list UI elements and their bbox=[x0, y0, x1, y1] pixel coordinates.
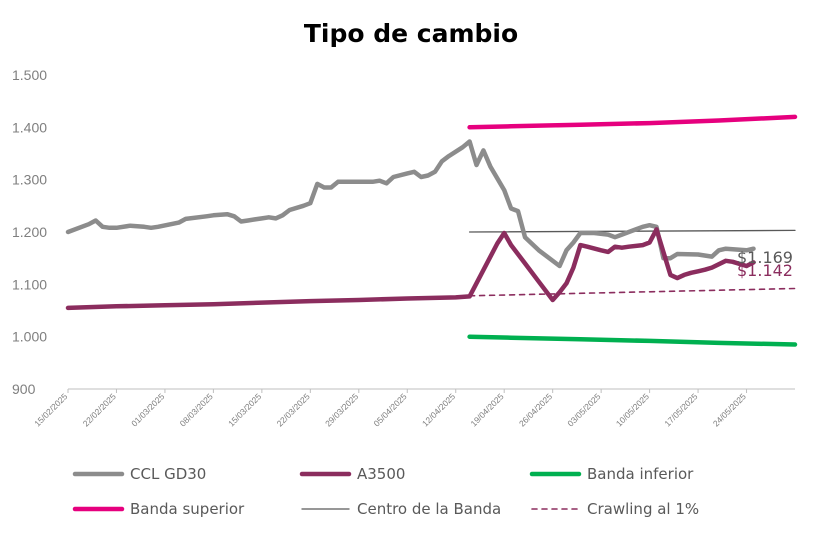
legend: CCL GD30 A3500 Banda inferior Banda superio… bbox=[72, 465, 699, 518]
y-tick-label: 900 bbox=[12, 381, 36, 397]
x-tick-label: 15/03/2025 bbox=[226, 391, 263, 428]
x-tick-label: 22/03/2025 bbox=[275, 391, 312, 428]
x-tick-label: 15/02/2025 bbox=[32, 391, 69, 428]
end-value-label: $1.169 bbox=[737, 248, 793, 267]
y-axis: 900 1.000 1.100 1.200 1.300 1.400 1.500 bbox=[12, 67, 47, 397]
y-tick-label: 1.500 bbox=[12, 67, 47, 83]
legend-label: Banda inferior bbox=[587, 465, 694, 483]
series-line-banda-superior bbox=[467, 114, 798, 130]
x-tick-label: 17/05/2025 bbox=[662, 391, 699, 428]
series-line-ccl-gd30 bbox=[65, 139, 756, 269]
series-layer bbox=[65, 114, 798, 347]
legend-label: Banda superior bbox=[130, 500, 245, 518]
x-tick-label: 03/05/2025 bbox=[565, 391, 602, 428]
x-axis: 15/02/2025 22/02/2025 01/03/2025 08/03/2025… bbox=[32, 389, 748, 428]
x-tick-label: 05/04/2025 bbox=[372, 391, 409, 428]
x-tick-label: 29/03/2025 bbox=[323, 391, 360, 428]
series-line-banda-inferior bbox=[467, 334, 798, 347]
legend-label: Centro de la Banda bbox=[357, 500, 501, 518]
end-value-label: $1.142 bbox=[737, 261, 793, 280]
x-tick-label: 10/05/2025 bbox=[614, 391, 651, 428]
y-tick-label: 1.400 bbox=[12, 119, 47, 135]
end-labels: $1.169$1.142 bbox=[737, 248, 793, 280]
y-tick-label: 1.000 bbox=[12, 329, 47, 345]
legend-label: Crawling al 1% bbox=[587, 500, 699, 518]
legend-label: CCL GD30 bbox=[130, 465, 206, 483]
y-tick-label: 1.200 bbox=[12, 224, 47, 240]
x-tick-label: 08/03/2025 bbox=[178, 391, 215, 428]
x-tick-label: 26/04/2025 bbox=[517, 391, 554, 428]
x-tick-label: 22/02/2025 bbox=[81, 391, 118, 428]
x-tick-label: 19/04/2025 bbox=[468, 391, 505, 428]
x-tick-label: 01/03/2025 bbox=[129, 391, 166, 428]
chart-title: Tipo de cambio bbox=[304, 19, 518, 48]
series-line-crawling-al-1 bbox=[468, 287, 796, 297]
series-line-a3500 bbox=[65, 227, 756, 311]
x-tick-label: 12/04/2025 bbox=[420, 391, 457, 428]
legend-label: A3500 bbox=[357, 465, 405, 483]
y-tick-label: 1.100 bbox=[12, 276, 47, 292]
x-tick-label: 24/05/2025 bbox=[711, 391, 748, 428]
y-tick-label: 1.300 bbox=[12, 172, 47, 188]
